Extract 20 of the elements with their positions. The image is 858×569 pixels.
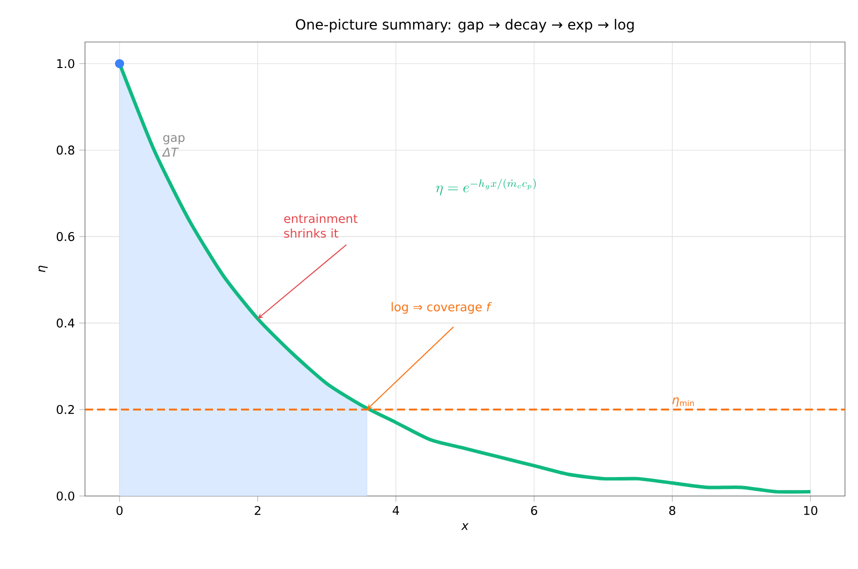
x-tick-label: 6 — [531, 506, 538, 516]
annotation: log ⇒ coverage f — [392, 302, 492, 314]
x-tick-label: 0 — [116, 506, 123, 516]
annotation: $\eta = e^{-h_g x/(\dot{m}_c c_p)}$ — [436, 178, 536, 196]
y-tick-label: 0.6 — [56, 232, 74, 242]
x-tick-label: 8 — [669, 506, 676, 516]
chart-title: One-picture summary: gap → decay → exp → log — [296, 18, 634, 32]
x-tick-label: 2 — [254, 506, 260, 515]
annotation: gap ΔT — [162, 135, 185, 156]
y-tick-label: 0.0 — [56, 491, 74, 501]
y-tick-label: 1.0 — [57, 59, 74, 68]
x-axis-title: x — [461, 523, 469, 530]
y-tick-label: 0.8 — [56, 146, 74, 155]
y-axis-title: η — [38, 266, 48, 272]
x-tick-label: 10 — [804, 506, 818, 516]
x-tick-label: 4 — [392, 506, 400, 515]
annotation: entrainment shrinks it — [284, 214, 358, 238]
ref-line-label: η$_{min}$ — [672, 397, 694, 407]
y-tick-label: 0.4 — [56, 318, 74, 328]
y-tick-label: 0.2 — [56, 404, 74, 414]
